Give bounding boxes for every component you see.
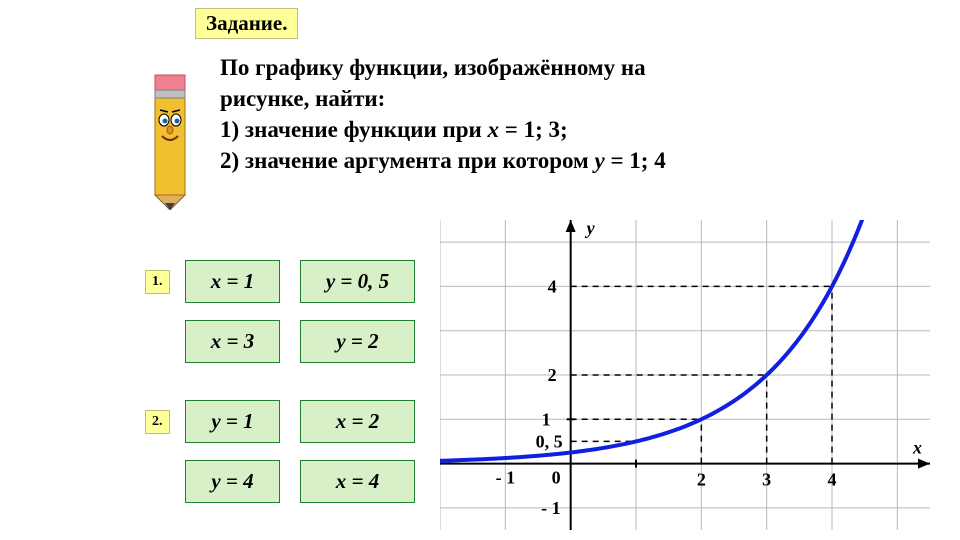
svg-text:2: 2 bbox=[548, 365, 557, 385]
answer-box-3-2: x = 2 bbox=[300, 400, 415, 443]
svg-text:x: x bbox=[912, 438, 922, 458]
svg-text:y: y bbox=[585, 220, 596, 238]
var-y: у bbox=[594, 148, 604, 173]
answer-box-1-1: x = 1 bbox=[185, 260, 280, 303]
prompt-line-3: 1) значение функции при х = 1; 3; bbox=[220, 114, 920, 145]
label-2: 2. bbox=[145, 410, 170, 434]
svg-text:- 1: - 1 bbox=[541, 498, 561, 518]
svg-text:0: 0 bbox=[552, 468, 561, 488]
var-x: х bbox=[488, 117, 500, 142]
task-title: Задание. bbox=[195, 8, 298, 39]
svg-text:1: 1 bbox=[542, 409, 551, 429]
task-prompt: По графику функции, изображённому на рис… bbox=[220, 52, 920, 176]
text: 1) значение функции при bbox=[220, 117, 488, 142]
answer-box-2-2: y = 2 bbox=[300, 320, 415, 363]
answer-box-1-2: y = 0, 5 bbox=[300, 260, 415, 303]
prompt-line-2: рисунке, найти: bbox=[220, 83, 920, 114]
answer-box-4-1: y = 4 bbox=[185, 460, 280, 503]
svg-text:- 1: - 1 bbox=[496, 468, 515, 488]
svg-text:2: 2 bbox=[697, 470, 706, 490]
text: 2) значение аргумента при котором bbox=[220, 148, 594, 173]
text: = 1; 4 bbox=[605, 148, 666, 173]
function-graph: y x 0 1 - 1 - 1 0, 5 2 4 2 3 4 bbox=[440, 220, 930, 530]
pencil-character-icon bbox=[130, 50, 210, 210]
svg-text:4: 4 bbox=[828, 470, 837, 490]
svg-text:4: 4 bbox=[548, 276, 557, 296]
prompt-line-1: По графику функции, изображённому на bbox=[220, 52, 920, 83]
answer-box-2-1: x = 3 bbox=[185, 320, 280, 363]
svg-text:0, 5: 0, 5 bbox=[536, 431, 563, 451]
prompt-line-4: 2) значение аргумента при котором у = 1;… bbox=[220, 145, 920, 176]
label-1: 1. bbox=[145, 270, 170, 294]
answer-box-4-2: x = 4 bbox=[300, 460, 415, 503]
answer-box-3-1: y = 1 bbox=[185, 400, 280, 443]
text: = 1; 3; bbox=[499, 117, 568, 142]
svg-text:3: 3 bbox=[762, 470, 771, 490]
